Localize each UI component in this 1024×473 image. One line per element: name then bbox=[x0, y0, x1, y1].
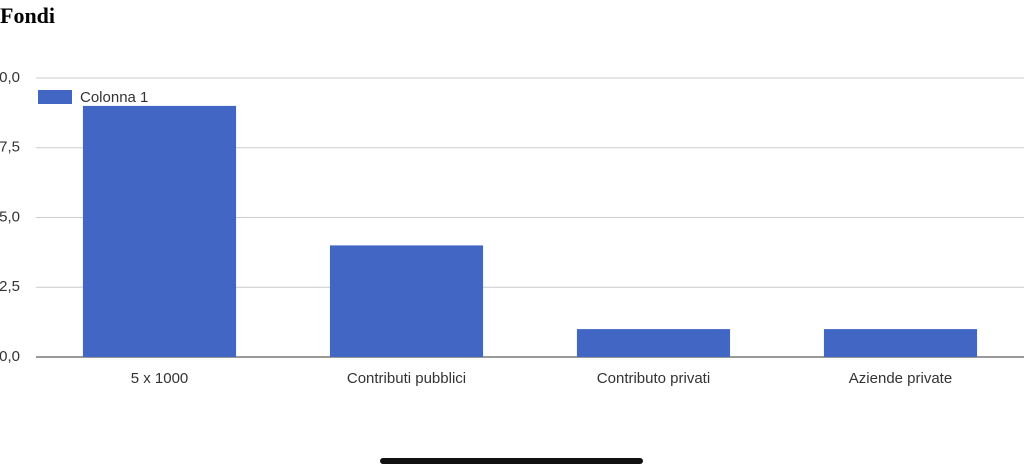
chart-title: Fondi bbox=[0, 3, 55, 28]
bar bbox=[82, 105, 237, 358]
y-tick-label: 10,0 bbox=[0, 69, 20, 86]
x-tick-label: Contributo privati bbox=[597, 370, 710, 387]
x-tick-label: 5 x 1000 bbox=[131, 370, 189, 387]
bar bbox=[329, 245, 484, 357]
y-tick-label: 0,0 bbox=[0, 348, 20, 365]
bar bbox=[576, 329, 731, 357]
y-tick-label: 5,0 bbox=[0, 208, 20, 225]
x-tick-label: Aziende private bbox=[849, 370, 952, 387]
legend-swatch bbox=[38, 90, 72, 104]
y-tick-label: 7,5 bbox=[0, 139, 20, 156]
bar bbox=[823, 329, 978, 357]
x-tick-label: Contributi pubblici bbox=[347, 370, 466, 387]
legend-label: Colonna 1 bbox=[80, 89, 148, 106]
y-tick-label: 2,5 bbox=[0, 278, 20, 295]
home-indicator bbox=[380, 458, 643, 464]
